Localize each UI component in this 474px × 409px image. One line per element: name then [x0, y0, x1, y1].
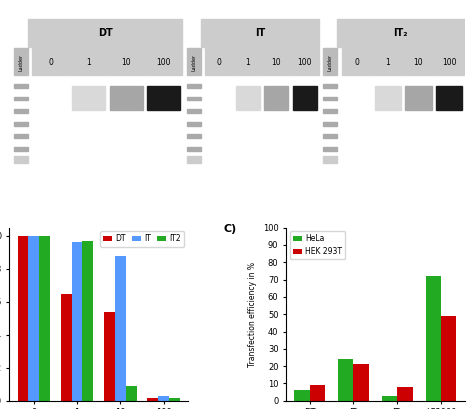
Bar: [14, 122, 27, 126]
Bar: [14, 84, 27, 88]
Bar: [293, 86, 317, 110]
Bar: [323, 84, 337, 88]
Bar: [115, 256, 126, 401]
Bar: [14, 147, 27, 151]
Bar: [72, 243, 82, 401]
Bar: [107, 49, 145, 75]
Bar: [109, 86, 143, 110]
Text: Ladder: Ladder: [18, 54, 23, 71]
Bar: [14, 49, 27, 75]
Text: 10: 10: [272, 58, 281, 67]
Bar: [323, 155, 337, 164]
Bar: [403, 49, 434, 75]
Text: IT: IT: [255, 28, 265, 38]
Bar: [27, 18, 182, 47]
Text: 1: 1: [86, 58, 91, 67]
Y-axis label: Transfection efficiency in %: Transfection efficiency in %: [248, 262, 257, 367]
Bar: [187, 97, 201, 101]
Text: IT₂: IT₂: [393, 28, 408, 38]
Bar: [39, 236, 50, 401]
Bar: [441, 316, 456, 401]
Bar: [18, 236, 28, 401]
Bar: [82, 241, 93, 401]
Bar: [323, 134, 337, 138]
Bar: [187, 155, 201, 164]
Bar: [344, 86, 370, 110]
Bar: [323, 147, 337, 151]
Text: 1: 1: [246, 58, 250, 67]
Bar: [323, 49, 337, 75]
Text: C): C): [224, 224, 237, 234]
Bar: [205, 49, 234, 75]
Bar: [405, 86, 431, 110]
Bar: [294, 391, 310, 401]
Bar: [147, 86, 180, 110]
Bar: [187, 147, 201, 151]
Bar: [72, 86, 105, 110]
Bar: [434, 49, 465, 75]
Text: 100: 100: [298, 58, 312, 67]
Text: 0: 0: [355, 58, 359, 67]
Text: 0: 0: [48, 58, 54, 67]
Text: 1: 1: [385, 58, 390, 67]
Bar: [32, 49, 70, 75]
Text: Ladder: Ladder: [191, 54, 196, 71]
Bar: [28, 236, 39, 401]
Bar: [14, 134, 27, 138]
Text: 10: 10: [414, 58, 423, 67]
Text: 100: 100: [156, 58, 171, 67]
Bar: [35, 86, 67, 110]
Bar: [234, 49, 262, 75]
Bar: [169, 398, 180, 401]
Bar: [374, 86, 401, 110]
Bar: [436, 86, 462, 110]
Text: 10: 10: [121, 58, 131, 67]
Bar: [187, 84, 201, 88]
Legend: HeLa, HEK 293T: HeLa, HEK 293T: [290, 231, 345, 259]
Bar: [126, 386, 137, 401]
Bar: [147, 398, 158, 401]
Bar: [14, 109, 27, 113]
Bar: [323, 122, 337, 126]
Bar: [236, 86, 260, 110]
Bar: [187, 109, 201, 113]
Text: Ladder: Ladder: [328, 54, 333, 71]
Bar: [187, 134, 201, 138]
Text: 0: 0: [217, 58, 222, 67]
Bar: [337, 18, 465, 47]
Text: DT: DT: [98, 28, 112, 38]
Bar: [323, 97, 337, 101]
Bar: [264, 86, 288, 110]
Bar: [338, 359, 354, 401]
Text: 100: 100: [442, 58, 456, 67]
Bar: [342, 49, 373, 75]
Bar: [262, 49, 291, 75]
Bar: [208, 86, 231, 110]
Bar: [158, 396, 169, 401]
Bar: [187, 122, 201, 126]
Bar: [61, 294, 72, 401]
Bar: [14, 155, 27, 164]
Bar: [310, 385, 325, 401]
Bar: [187, 49, 201, 75]
Bar: [201, 18, 319, 47]
Bar: [426, 276, 441, 401]
Bar: [104, 312, 115, 401]
Bar: [397, 387, 412, 401]
Bar: [373, 49, 403, 75]
Bar: [14, 97, 27, 101]
Legend: DT, IT, IT2: DT, IT, IT2: [100, 231, 184, 247]
Bar: [354, 364, 369, 401]
Bar: [323, 109, 337, 113]
Bar: [382, 396, 397, 401]
Bar: [70, 49, 107, 75]
Bar: [145, 49, 182, 75]
Bar: [291, 49, 319, 75]
